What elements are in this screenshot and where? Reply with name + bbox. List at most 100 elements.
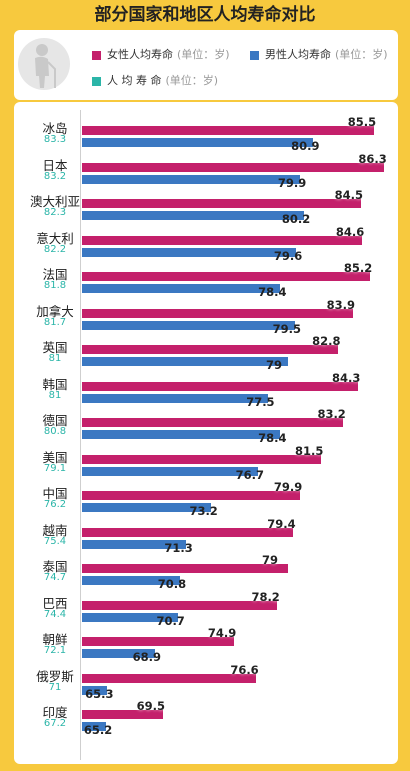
chart-row: 印度 67.2 69.5 65.2 [14,698,398,737]
category-label: 冰岛 [42,121,68,136]
female-value-label: 83.9 [326,297,356,312]
male-bar [82,138,314,147]
legend-male-swatch [250,50,259,60]
male-value-label: 79.9 [277,175,307,190]
chart-row: 泰国 74.7 79 70.8 [14,552,398,591]
average-value-label: 80.8 [43,426,67,437]
female-value-label: 78.2 [251,589,280,604]
average-value-label: 81 [48,389,62,401]
category-label: 越南 [42,522,68,538]
legend-average: 人 均 寿 命 (单位：岁) [92,72,218,88]
legend-average-label: 人 均 寿 命 [107,74,162,87]
chart-row: 英国 81 82.8 79 [14,333,398,372]
category-label: 韩国 [42,376,68,392]
female-value-label: 79.9 [273,480,303,494]
female-bar [82,308,353,318]
male-value-label: 78.4 [258,285,287,299]
legend-female-swatch [92,50,101,60]
chart-row: 澳大利亚 82.3 84.5 80.2 [14,187,398,226]
category-label: 美国 [42,449,68,465]
male-bar [82,685,108,695]
female-value-label: 85.5 [347,115,377,129]
male-bar [82,211,304,220]
chart-row: 巴西 74.4 78.2 70.7 [14,589,398,628]
chart-row: 日本 83.2 86.3 79.9 [14,151,398,190]
male-bar [82,539,187,549]
average-value-label: 72.1 [43,645,67,656]
category-label: 澳大利亚 [29,194,80,209]
legend-male-unit: (单位：岁) [335,48,388,61]
female-bar [82,673,257,683]
average-value-label: 74.7 [43,572,67,583]
male-bar [82,393,269,403]
male-bar [82,284,281,293]
category-label: 日本 [42,157,68,173]
female-value-label: 84.6 [335,224,365,239]
male-value-label: 79 [266,358,283,372]
average-value-label: 82.2 [43,243,67,255]
chart-row: 加拿大 81.7 83.9 79.5 [14,297,398,336]
female-value-label: 84.3 [331,370,361,385]
female-value-label: 86.3 [358,151,387,166]
female-bar [82,454,321,464]
average-value-label: 79.1 [43,462,67,474]
male-value-label: 70.8 [157,577,187,591]
male-bar [82,612,179,622]
chart-row: 俄罗斯 71 76.6 65.3 [14,662,398,701]
average-value-label: 67.2 [43,718,67,729]
average-value-label: 76.2 [43,499,67,510]
legend-male: 男性人均寿命 (单位：岁) [250,46,388,62]
female-bar [82,491,300,500]
category-label: 巴西 [42,595,68,611]
male-value-label: 73.2 [189,504,218,518]
chart-title: 部分国家和地区人均寿命对比 [94,5,316,25]
female-bar [82,710,163,719]
legend-male-label: 男性人均寿命 [265,48,331,61]
female-value-label: 85.2 [343,261,373,275]
female-bar [82,637,234,646]
average-value-label: 81 [48,353,62,364]
chart-row: 法国 81.8 85.2 78.4 [14,260,398,299]
female-value-label: 79 [262,553,279,567]
legend-female-label: 女性人均寿命 [107,48,173,61]
average-value-label: 81.8 [43,280,67,291]
female-value-label: 79.4 [267,516,296,531]
chart-row: 美国 79.1 81.5 76.7 [14,443,398,482]
legend-female-unit: (单位：岁) [177,48,230,61]
legend-average-unit: (单位：岁) [165,74,219,87]
female-bar [82,381,358,391]
male-value-label: 76.7 [235,467,264,482]
elderly-person-icon [18,38,70,90]
female-bar [82,564,288,573]
category-label: 泰国 [42,559,68,574]
male-value-label: 71.3 [164,540,193,555]
male-value-label: 77.5 [246,394,275,409]
female-bar [82,527,294,537]
male-bar [82,357,288,366]
category-label: 中国 [42,486,68,501]
male-bar [82,649,155,658]
male-bar [82,247,296,257]
male-value-label: 80.2 [281,212,311,226]
chart-row: 韩国 81 84.3 77.5 [14,370,398,409]
category-label: 俄罗斯 [36,668,74,684]
average-value-label: 74.4 [43,608,67,620]
average-value-label: 71 [48,681,62,693]
female-value-label: 84.5 [334,188,363,202]
male-bar [82,576,180,585]
female-value-label: 74.9 [207,626,237,640]
female-value-label: 82.8 [312,334,341,348]
male-value-label: 78.4 [258,431,287,445]
average-value-label: 75.4 [43,535,67,547]
male-bar [82,722,106,731]
male-bar [82,430,281,439]
category-label: 意大利 [36,230,74,246]
male-bar [82,320,295,330]
female-bar [82,199,361,208]
female-bar [82,272,370,281]
average-value-label: 82.3 [43,207,67,218]
male-bar [82,466,258,476]
chart-row: 朝鲜 72.1 74.9 68.9 [14,625,398,664]
male-value-label: 80.9 [291,139,320,153]
category-label: 印度 [42,705,68,720]
